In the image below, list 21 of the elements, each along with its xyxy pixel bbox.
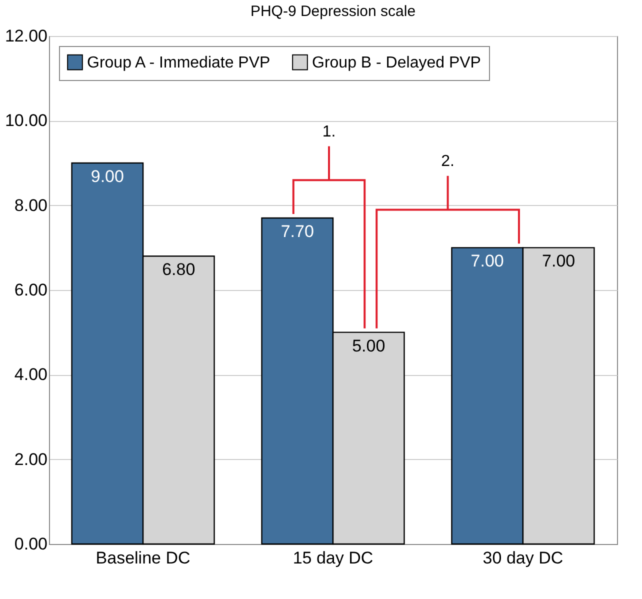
y-tick-label: 4.00 [14,365,48,384]
data-label: 7.00 [470,252,504,271]
data-label: 6.80 [162,260,196,280]
y-tick-label: 6.00 [14,280,48,300]
chart-title: PHQ-9 Depression scale [250,3,416,20]
annotation: 2. [441,152,454,170]
y-tick-label: 0.00 [14,534,48,554]
data-label: 9.00 [90,167,124,186]
x-tick-label: 15 day DC [292,548,374,568]
y-tick-label: 2.00 [14,450,48,469]
y-tick-label: 8.00 [14,196,48,215]
legend-label: Group B - Delayed PVP [312,54,481,72]
legend-label: Group A - Immediate PVP [87,54,270,72]
x-tick-label: 30 day DC [482,548,564,568]
y-tick-label: 12.00 [4,26,48,46]
data-label: 7.70 [280,222,314,242]
data-label: 5.00 [352,336,386,356]
data-label: 7.00 [542,252,576,271]
x-tick-label: Baseline DC [96,548,190,568]
y-tick-label: 10.00 [4,111,48,130]
annotation: 1. [322,123,336,140]
